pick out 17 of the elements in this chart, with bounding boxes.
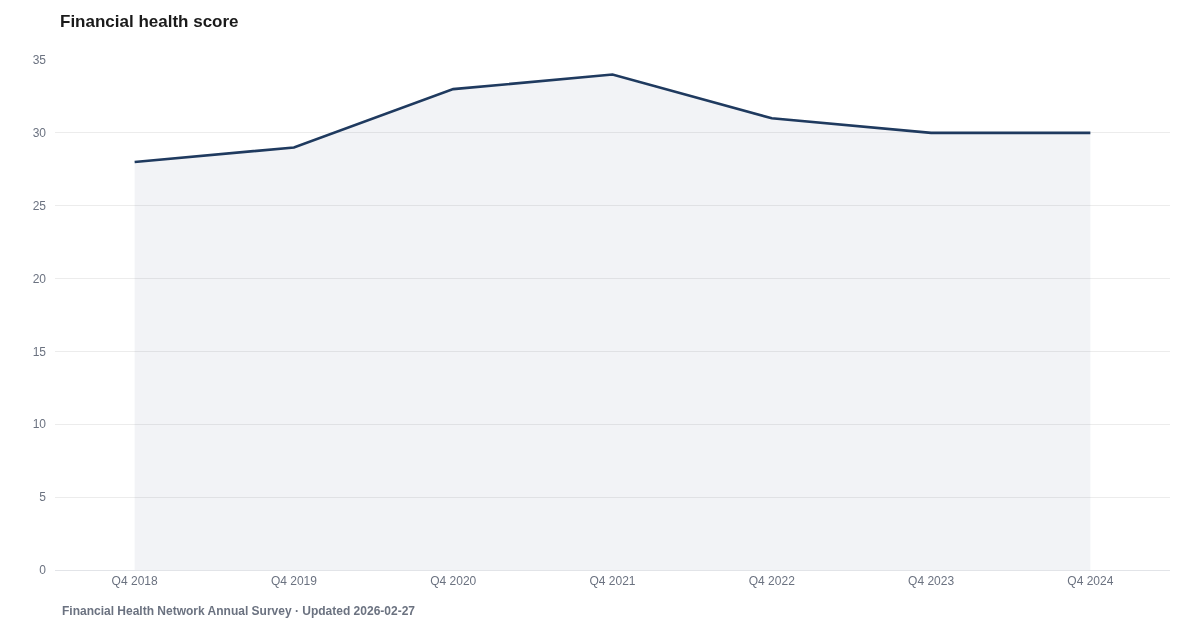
x-tick-label: Q4 2020 bbox=[430, 574, 477, 589]
x-tick-label: Q4 2018 bbox=[111, 574, 158, 589]
x-tick-label: Q4 2024 bbox=[1067, 574, 1114, 589]
text: Financial Health Network Annual Survey · Updated 2026-02-27 bbox=[62, 604, 416, 618]
y-tick-label: 20 bbox=[32, 271, 47, 286]
y-tick-label: 15 bbox=[32, 344, 47, 359]
x-tick-label: Q4 2023 bbox=[908, 574, 955, 589]
x-tick-label: Q4 2019 bbox=[270, 574, 318, 589]
chart-title: Financial health score bbox=[60, 11, 239, 31]
y-tick-label: 0 bbox=[39, 563, 47, 578]
y-tick-label: 30 bbox=[32, 126, 47, 141]
x-tick-label: Q4 2021 bbox=[589, 574, 636, 589]
y-tick-label: 35 bbox=[32, 53, 47, 68]
y-tick-label: 10 bbox=[32, 417, 47, 432]
x-tick-label: Q4 2022 bbox=[748, 574, 796, 589]
y-tick-label: 25 bbox=[32, 198, 47, 213]
y-tick-label: 5 bbox=[39, 490, 47, 505]
